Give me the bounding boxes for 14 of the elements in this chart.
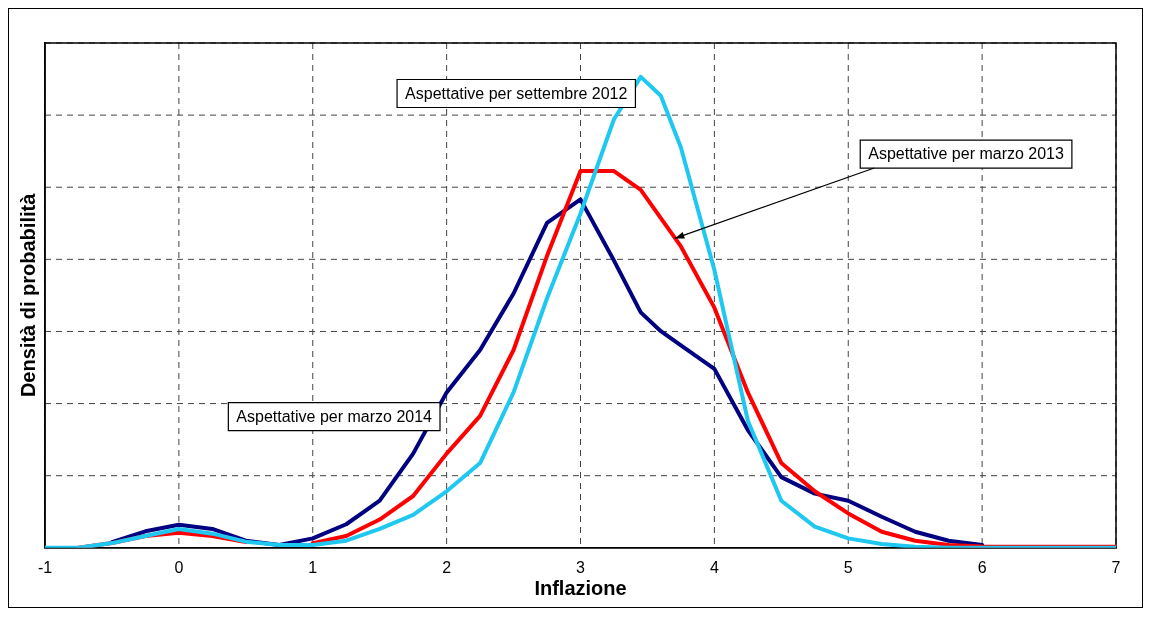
text: Aspettative per marzo 2013 bbox=[868, 145, 1064, 163]
x-tick-label: 5 bbox=[843, 558, 853, 576]
x-axis-title: Inflazione bbox=[534, 576, 627, 599]
x-tick-label: 1 bbox=[308, 558, 318, 576]
x-tick-label: 6 bbox=[977, 558, 987, 576]
x-tick-label: 7 bbox=[1111, 558, 1121, 576]
x-tick-label: -1 bbox=[37, 558, 53, 576]
y-axis-title: Densità di probabilità bbox=[16, 192, 39, 398]
series-label: Aspettative per marzo 2014 bbox=[236, 407, 433, 425]
x-tick-label: 0 bbox=[174, 558, 184, 576]
x-tick-label: 4 bbox=[709, 558, 719, 576]
x-tick-label: 2 bbox=[442, 558, 452, 576]
x-tick-label: 3 bbox=[576, 558, 586, 576]
series-label: Aspettative per settembre 2012 bbox=[405, 84, 628, 102]
